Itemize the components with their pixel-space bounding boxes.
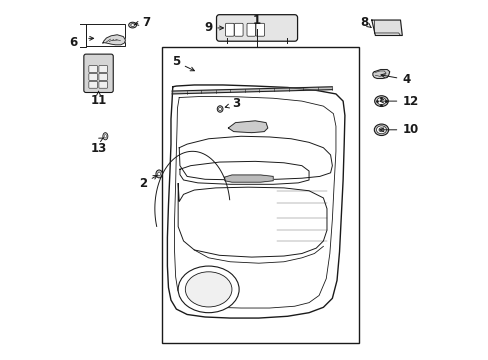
Polygon shape [372,69,389,78]
Text: 2: 2 [139,175,157,190]
Ellipse shape [185,272,231,307]
Text: 12: 12 [379,95,418,108]
FancyBboxPatch shape [99,66,107,72]
Ellipse shape [218,107,221,111]
Ellipse shape [178,266,239,313]
Text: 6: 6 [69,36,78,49]
Text: 5: 5 [171,55,194,71]
FancyBboxPatch shape [89,81,97,88]
Text: 11: 11 [90,94,106,107]
Ellipse shape [374,96,387,107]
FancyBboxPatch shape [99,81,107,88]
Ellipse shape [376,98,385,105]
Text: 13: 13 [90,141,106,155]
Polygon shape [224,175,273,182]
FancyBboxPatch shape [225,23,234,36]
FancyBboxPatch shape [83,54,113,93]
FancyBboxPatch shape [246,23,255,36]
Polygon shape [167,85,344,318]
Ellipse shape [217,106,223,112]
Polygon shape [371,20,402,36]
Polygon shape [102,35,125,45]
Ellipse shape [376,126,386,134]
Ellipse shape [131,24,134,27]
Bar [86,24,125,45]
FancyBboxPatch shape [234,23,243,36]
Ellipse shape [104,135,106,138]
Ellipse shape [102,133,108,140]
Bar [162,47,359,343]
FancyBboxPatch shape [255,23,264,36]
Text: 1: 1 [252,14,261,27]
Ellipse shape [156,170,162,178]
Text: 8: 8 [359,16,370,29]
FancyBboxPatch shape [89,73,97,80]
Polygon shape [228,121,267,133]
Text: 4: 4 [380,73,410,86]
FancyBboxPatch shape [89,66,97,72]
Text: 10: 10 [379,123,418,136]
Ellipse shape [158,172,160,176]
Text: 7: 7 [142,16,150,29]
FancyBboxPatch shape [216,15,297,41]
Text: 3: 3 [225,98,240,111]
Polygon shape [172,87,332,94]
FancyBboxPatch shape [99,73,107,80]
Text: 9: 9 [203,22,223,35]
Ellipse shape [128,22,136,28]
Ellipse shape [378,128,383,132]
Ellipse shape [373,124,388,135]
